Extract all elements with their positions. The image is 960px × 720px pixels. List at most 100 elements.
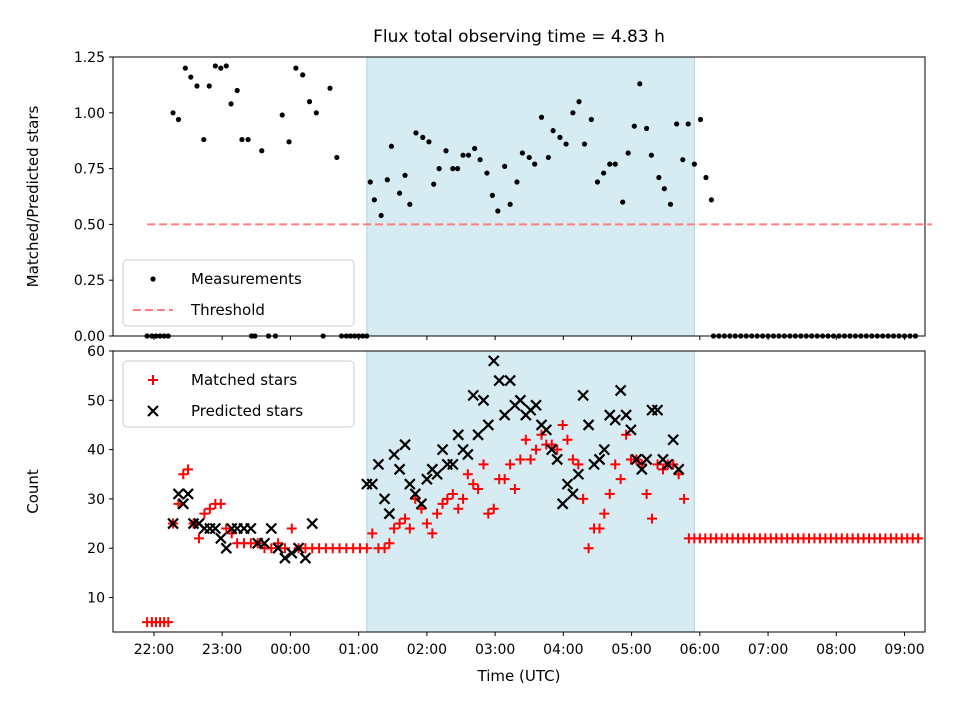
data-point-plus: [379, 543, 390, 554]
data-point-dot: [259, 148, 265, 154]
data-point-plus: [442, 493, 453, 504]
data-point-x: [462, 448, 474, 461]
data-point-plus: [913, 533, 924, 544]
data-point-plus: [410, 493, 421, 504]
data-point-plus: [286, 523, 297, 534]
data-point-dot: [489, 192, 495, 198]
data-point-dot: [526, 154, 532, 161]
data-point-dot: [680, 157, 686, 163]
data-point-dot: [601, 170, 607, 176]
y-tick-label: 60: [87, 344, 105, 360]
data-point-plus: [552, 444, 563, 455]
data-point-x: [399, 438, 411, 451]
data-point-x: [404, 478, 416, 490]
data-point-dot: [201, 136, 207, 143]
data-point-plus: [447, 488, 458, 499]
data-point-dot: [460, 152, 466, 158]
data-point-x: [393, 463, 406, 476]
data-point-plus: [583, 543, 594, 554]
data-point-plus: [400, 513, 411, 524]
data-point-dot: [212, 63, 218, 69]
data-point-plus: [520, 434, 531, 445]
data-point-dot: [279, 112, 285, 118]
data-point-x: [625, 424, 637, 436]
data-point-dot: [519, 150, 526, 156]
data-point-dot: [182, 65, 188, 71]
y-tick-label: 0.75: [74, 162, 105, 178]
x-tick-label: 09:00: [884, 642, 924, 658]
data-point-x: [245, 522, 257, 535]
data-point-dot: [420, 134, 426, 140]
y-tick-label: 20: [87, 541, 105, 557]
data-point-dot: [228, 101, 234, 107]
data-point-dot: [431, 181, 437, 187]
data-point-dot: [563, 141, 569, 147]
data-point-dot: [472, 145, 478, 152]
data-point-plus: [615, 474, 626, 485]
data-point-plus: [427, 528, 438, 539]
data-point-dot: [708, 197, 715, 203]
data-point-x: [514, 394, 527, 407]
data-point-dot: [413, 130, 419, 136]
data-point-x: [172, 488, 185, 500]
data-point-x: [498, 409, 511, 421]
x-tick-label: 03:00: [475, 642, 515, 658]
data-point-x: [215, 532, 227, 545]
data-point-x: [504, 374, 516, 387]
y-tick-label: 0.50: [74, 217, 105, 233]
x-tick-label: 01:00: [338, 642, 378, 658]
data-point-plus: [361, 543, 372, 554]
data-point-x: [609, 414, 621, 426]
data-point-plus: [273, 538, 284, 549]
data-point-plus: [421, 518, 432, 529]
legend-box: [122, 360, 355, 428]
data-point-plus: [473, 484, 484, 495]
data-point-x: [306, 517, 319, 530]
data-point-dot: [239, 136, 245, 143]
data-point-dot: [293, 65, 299, 71]
data-point-dot: [245, 136, 251, 143]
data-point-dot: [625, 150, 631, 156]
data-point-dot: [612, 161, 618, 167]
data-point-dot: [206, 83, 212, 89]
x-tick-label: 02:00: [407, 642, 447, 658]
x-axis-label: Time (UTC): [477, 667, 561, 685]
data-point-plus: [673, 469, 684, 480]
data-point-dot: [685, 121, 691, 127]
data-point-x: [209, 522, 222, 535]
data-point-dot: [514, 179, 520, 185]
data-point-plus: [404, 523, 415, 534]
data-point-x: [477, 394, 490, 407]
observing-span: [366, 57, 695, 336]
data-point-dot: [581, 141, 588, 147]
data-point-dot: [223, 63, 229, 69]
data-point-x: [415, 498, 428, 510]
data-point-x: [551, 453, 563, 466]
data-point-x: [292, 542, 305, 554]
data-point-dot: [218, 65, 224, 71]
data-point-plus: [394, 518, 405, 529]
x-tick-label: 06:00: [680, 642, 720, 658]
data-point-x: [540, 424, 553, 436]
data-point-x: [467, 389, 480, 402]
data-point-dot: [648, 152, 654, 158]
data-point-plus: [199, 508, 210, 519]
data-point-dot: [644, 125, 650, 132]
data-point-dot: [327, 85, 333, 91]
data-point-dot: [557, 134, 563, 140]
data-point-x: [431, 468, 443, 481]
x-tick-label: 00:00: [270, 642, 310, 658]
data-point-dot: [570, 110, 576, 116]
data-point-dot: [667, 201, 674, 207]
data-point-x: [493, 374, 505, 387]
x-tick-label: 07:00: [748, 642, 788, 658]
y-axis-label: Count: [24, 469, 42, 514]
data-point-plus: [505, 459, 516, 470]
data-point-x: [620, 409, 632, 421]
y-tick-label: 1.25: [74, 50, 105, 66]
data-point-plus: [604, 488, 615, 499]
data-point-plus: [221, 523, 232, 534]
legend-label: Matched stars: [191, 371, 297, 389]
axes-frame: [112, 56, 926, 337]
